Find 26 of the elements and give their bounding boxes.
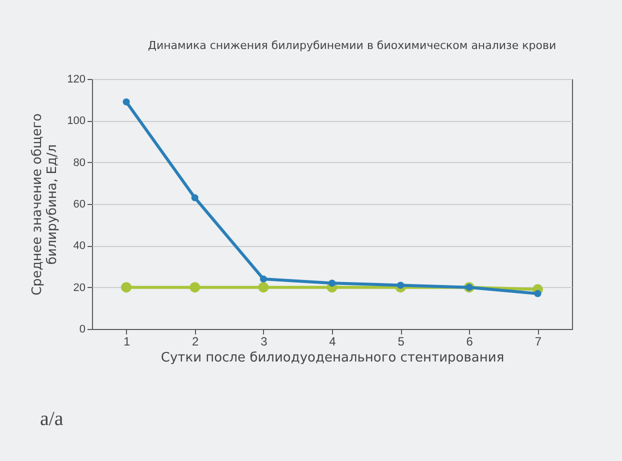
point <box>328 280 336 287</box>
x-tick-label: 3 <box>260 334 268 348</box>
x-tick-label: 4 <box>329 334 336 348</box>
point <box>190 282 200 293</box>
x-tick-label: 6 <box>466 334 474 348</box>
point <box>121 282 132 293</box>
text: а/а <box>40 408 64 431</box>
point <box>534 290 542 298</box>
chart-title: Динамика снижения билирубинемии в биохимическом анализе крови <box>148 39 556 52</box>
x-tick-label: 5 <box>398 334 405 348</box>
point <box>258 282 269 293</box>
x-tick-label: 2 <box>192 334 200 348</box>
y-tick-label: 0 <box>79 324 86 336</box>
x-tick-label: 1 <box>123 334 130 348</box>
x-axis-title: Сутки после билиодуоденального стентирования <box>160 350 504 366</box>
y-tick-label: 60 <box>73 198 86 210</box>
x-tick-label: 7 <box>534 334 542 348</box>
y-axis-title: Среднее значение общего билирубина, Ед/л <box>30 113 60 296</box>
point <box>122 98 130 106</box>
y-tick-label: 20 <box>73 282 86 294</box>
point <box>191 194 198 202</box>
y-tick-label: 40 <box>73 240 86 252</box>
point <box>260 275 267 283</box>
y-tick-label: 80 <box>73 156 86 169</box>
y-tick-label: 100 <box>67 115 86 128</box>
y-tick-label: 120 <box>67 74 86 86</box>
